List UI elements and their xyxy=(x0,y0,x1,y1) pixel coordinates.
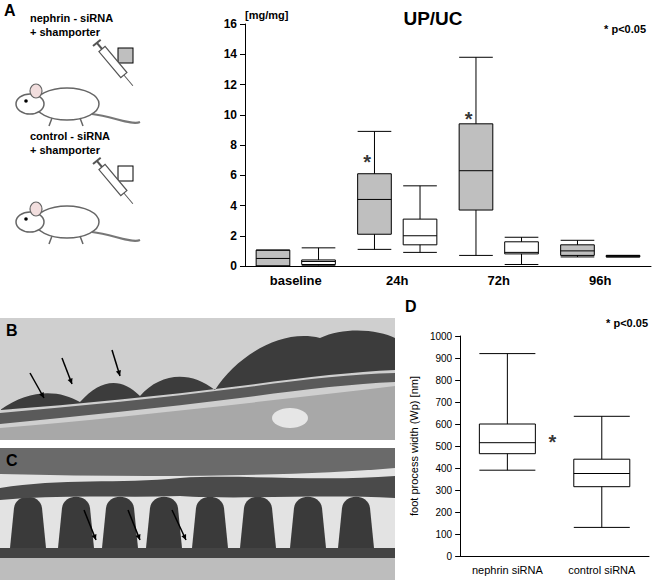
svg-text:C: C xyxy=(6,452,18,469)
svg-text:0: 0 xyxy=(230,259,237,273)
svg-text:A: A xyxy=(4,2,16,19)
svg-text:D: D xyxy=(405,298,417,315)
svg-text:96h: 96h xyxy=(589,273,611,288)
svg-text:200: 200 xyxy=(435,507,452,518)
svg-text:foot process width (Wp) [nm]: foot process width (Wp) [nm] xyxy=(408,376,420,516)
svg-text:control - siRNA: control - siRNA xyxy=(30,130,110,142)
svg-text:control siRNA: control siRNA xyxy=(568,564,636,576)
svg-text:300: 300 xyxy=(435,485,452,496)
svg-text:14: 14 xyxy=(224,47,238,61)
svg-text:B: B xyxy=(6,322,18,339)
svg-text:800: 800 xyxy=(435,375,452,386)
svg-text:baseline: baseline xyxy=(270,273,322,288)
svg-text:2: 2 xyxy=(230,229,237,243)
svg-text:+ shamporter: + shamporter xyxy=(30,26,101,38)
svg-text:*: * xyxy=(548,431,556,453)
svg-text:4: 4 xyxy=(230,199,237,213)
svg-text:nephrin - siRNA: nephrin - siRNA xyxy=(30,12,113,24)
svg-text:600: 600 xyxy=(435,419,452,430)
svg-text:400: 400 xyxy=(435,463,452,474)
svg-text:* p<0.05: * p<0.05 xyxy=(606,317,648,329)
svg-text:8: 8 xyxy=(230,138,237,152)
svg-text:500: 500 xyxy=(435,441,452,452)
svg-text:nephrin siRNA: nephrin siRNA xyxy=(472,564,544,576)
svg-text:*: * xyxy=(465,108,473,130)
svg-text:6: 6 xyxy=(230,168,237,182)
svg-text:[mg/mg]: [mg/mg] xyxy=(245,9,289,21)
svg-text:12: 12 xyxy=(224,78,238,92)
svg-text:1000: 1000 xyxy=(430,331,453,342)
svg-text:100: 100 xyxy=(435,529,452,540)
svg-text:+ shamporter: + shamporter xyxy=(30,144,101,156)
svg-text:* p<0.05: * p<0.05 xyxy=(604,23,646,35)
svg-text:900: 900 xyxy=(435,353,452,364)
svg-text:24h: 24h xyxy=(386,273,408,288)
svg-text:700: 700 xyxy=(435,397,452,408)
svg-text:UP/UC: UP/UC xyxy=(403,8,462,29)
svg-text:72h: 72h xyxy=(488,273,510,288)
svg-text:10: 10 xyxy=(224,108,238,122)
svg-text:*: * xyxy=(363,151,371,173)
svg-text:0: 0 xyxy=(447,551,453,562)
svg-text:16: 16 xyxy=(224,17,238,31)
